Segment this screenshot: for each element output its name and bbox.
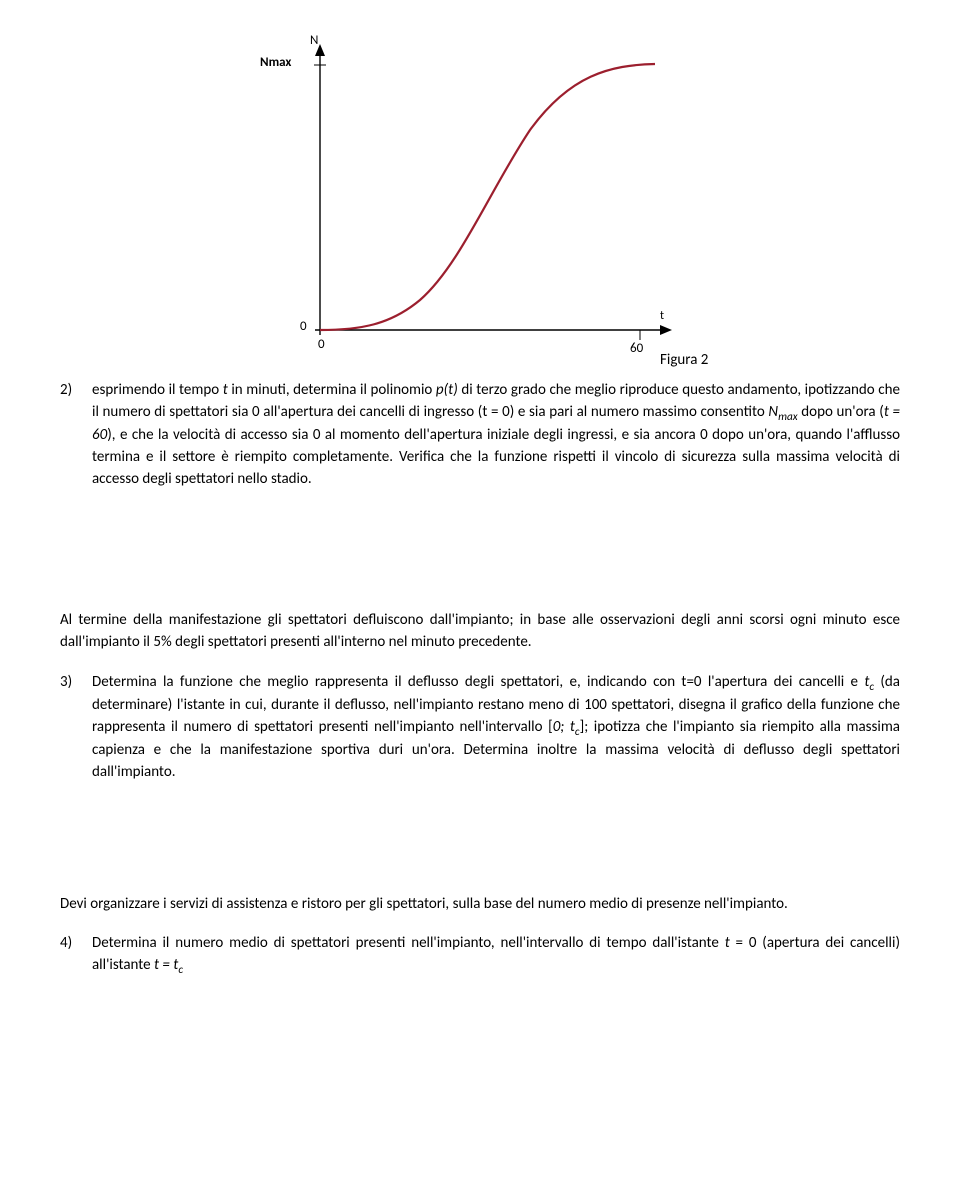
figure-2: N Nmax t 0 0 60 Figura 2 [260, 40, 720, 380]
x-60-label: 60 [630, 340, 643, 359]
question-3: 3) Determina la funzione che meglio rapp… [60, 672, 900, 784]
x-axis-label: t [660, 308, 664, 325]
text: dopo un'ora ( [798, 403, 884, 421]
x-arrow [660, 325, 672, 335]
interval: 0; t [553, 718, 575, 736]
nmax-label: Nmax [260, 54, 291, 73]
paragraph-services: Devi organizzare i servizi di assistenza… [60, 894, 900, 916]
figure-caption: Figura 2 [660, 350, 708, 372]
text: ), e che la velocità di accesso sia 0 al… [92, 426, 900, 488]
item-number: 4) [60, 933, 92, 978]
item-text: Determina la funzione che meglio rappres… [92, 672, 900, 784]
item-number: 2) [60, 380, 92, 490]
question-4: 4) Determina il numero medio di spettato… [60, 933, 900, 978]
var-pt: p(t) [436, 381, 458, 399]
question-2: 2) esprimendo il tempo t in minuti, dete… [60, 380, 900, 490]
text: Determina il numero medio di spettatori … [92, 934, 725, 952]
y-axis-label: N [310, 32, 318, 51]
sub-c: c [178, 963, 183, 977]
item-text: esprimendo il tempo t in minuti, determi… [92, 380, 900, 490]
sub-max: max [778, 410, 798, 424]
origin-label: 0 [300, 318, 307, 337]
item-number: 3) [60, 672, 92, 784]
text: esprimendo il tempo [92, 381, 223, 399]
text: Determina la funzione che meglio rappres… [92, 673, 864, 691]
sigmoid-curve [320, 64, 655, 330]
var-n: N [768, 403, 778, 421]
var-ttc: t = t [154, 956, 178, 974]
text: in minuti, determina il polinomio [228, 381, 436, 399]
paragraph-afterevent: Al termine della manifestazione gli spet… [60, 610, 900, 654]
sigmoid-chart [260, 40, 700, 360]
x-zero-label: 0 [318, 336, 325, 355]
item-text: Determina il numero medio di spettatori … [92, 933, 900, 978]
